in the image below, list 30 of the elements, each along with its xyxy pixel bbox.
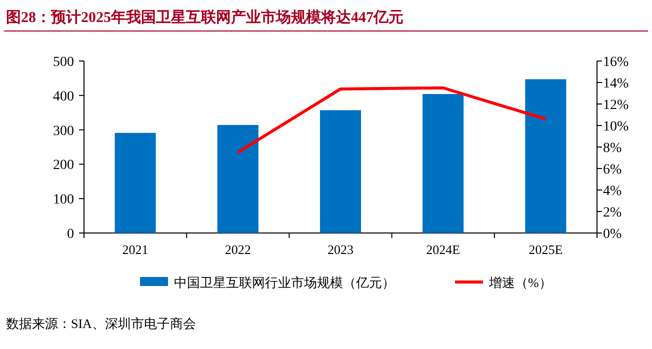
chart-title: 图28：预计2025年我国卫星互联网产业市场规模将达447亿元 <box>6 8 404 26</box>
x-tick-label: 2023 <box>328 242 354 257</box>
bar <box>525 79 566 233</box>
y-tick-label: 200 <box>53 158 74 174</box>
line-series <box>236 86 548 154</box>
x-tick-label: 2024E <box>426 242 460 257</box>
y-tick-label: 400 <box>53 89 74 104</box>
y2-tick-label: 6% <box>603 162 622 178</box>
y-tick-label: 500 <box>53 55 74 70</box>
y-tick-label: 0 <box>67 227 74 242</box>
y2-tick-label: 12% <box>603 98 629 113</box>
y2-tick-label: 0% <box>603 227 622 242</box>
y2-tick-label: 16% <box>603 55 629 70</box>
y2-tick-label: 10% <box>603 120 629 134</box>
legend-label: 中国卫星互联网行业市场规模（亿元） <box>174 275 395 290</box>
bar <box>217 124 258 233</box>
y2-tick-label: 8% <box>603 141 622 156</box>
y2-tick-label: 4% <box>603 184 622 199</box>
bar <box>320 110 362 233</box>
y2-tick-label: 14% <box>603 76 629 92</box>
y-tick-label: 100 <box>53 192 74 208</box>
source-note: 数据来源：SIA、深圳市电子商会 <box>6 316 196 331</box>
legend-label: 增速（%） <box>488 275 552 290</box>
bar <box>114 132 156 233</box>
y2-tick-label: 2% <box>603 206 622 220</box>
y-tick-label: 300 <box>53 124 74 139</box>
x-tick-label: 2022 <box>224 242 251 257</box>
x-tick-label: 2021 <box>122 242 148 257</box>
x-tick-label: 2025E <box>528 242 563 257</box>
bar <box>422 94 464 233</box>
